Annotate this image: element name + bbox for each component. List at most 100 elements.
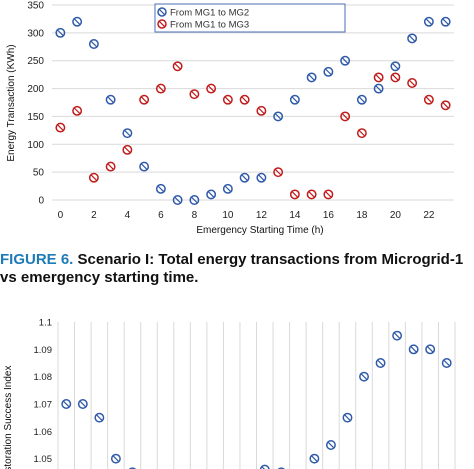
bottom-point [259,464,270,469]
bottom-y-tick-label: 1.1 [39,318,52,329]
top-point-series1 [306,72,317,83]
bottom-y-tick-label: 1.08 [34,372,53,383]
bottom-point [77,399,88,409]
top-point-series2 [105,161,116,172]
top-y-tick-labels: 0 50 100 150 200 250 300 350 [27,1,44,207]
figure-label: FIGURE 6. [0,251,74,268]
top-x-tick-label: 16 [323,210,335,221]
bottom-y-tick-label: 1.05 [34,454,53,465]
top-point-series1 [155,183,166,194]
top-data-points [55,16,451,205]
top-point-series2 [256,105,267,116]
top-point-series2 [72,105,83,116]
bottom-y-tick-label: 1.09 [34,345,53,356]
bottom-point [359,371,369,382]
legend-marker-series1 [157,7,167,17]
top-x-tick-label: 18 [356,210,368,221]
top-point-series1 [289,94,300,105]
top-point-series1 [139,161,150,172]
bottom-point [309,453,320,464]
top-point-series1 [356,94,367,105]
top-y-tick-label: 250 [27,56,44,67]
bottom-point [94,412,105,423]
top-point-series1 [105,94,116,105]
top-x-tick-labels: 0 2 4 6 8 10 12 14 16 18 20 22 [58,210,435,221]
top-point-series1 [373,83,384,94]
top-y-tick-label: 100 [27,140,44,151]
top-x-tick-label: 4 [125,210,131,221]
top-point-series1 [273,111,284,122]
top-point-series1 [256,172,267,183]
top-point-series2 [139,94,150,105]
top-x-tick-label: 6 [158,210,164,221]
top-point-series2 [306,189,317,200]
energy-transaction-chart: 0 50 100 150 200 250 300 350 0 2 4 6 8 10 12 14 16 18 20 2… [6,1,454,236]
top-y-tick-label: 0 [38,196,44,207]
top-point-series2 [88,172,99,183]
top-point-series2 [55,122,66,133]
top-point-series2 [289,189,300,200]
bottom-point [110,453,121,464]
restoration-success-chart: 1.05 1.06 1.07 1.08 1.09 1.1 Restoration Succ… [3,318,456,469]
top-x-tick-label: 14 [289,210,301,221]
top-point-series2 [340,111,351,122]
top-point-series2 [155,83,166,94]
bottom-y-tick-label: 1.06 [34,427,53,438]
bottom-point [425,344,436,355]
top-x-tick-label: 12 [256,210,268,221]
top-x-tick-label: 22 [423,210,435,221]
bottom-data-points [61,330,452,469]
top-y-tick-label: 350 [27,1,44,12]
bottom-point [375,358,386,368]
bottom-point [342,412,353,423]
top-gridlines [52,4,454,201]
bottom-point [61,399,72,409]
top-point-series1 [122,128,133,139]
top-x-tick-label: 2 [91,210,97,221]
top-y-tick-label: 300 [27,28,44,39]
top-x-tick-label: 20 [390,210,402,221]
bottom-gridlines [57,322,456,469]
top-point-series2 [172,61,183,72]
bottom-y-tick-label: 1.07 [34,400,53,411]
top-x-tick-label: 10 [222,210,234,221]
top-point-series2 [273,167,284,178]
top-point-series1 [206,189,217,200]
top-point-series1 [55,27,66,38]
top-point-series2 [206,83,217,94]
top-point-series1 [323,66,334,77]
top-y-tick-label: 200 [27,84,44,95]
top-point-series1 [407,33,418,44]
top-point-series1 [222,183,233,194]
top-x-axis-label: Emergency Starting Time (h) [196,225,323,236]
top-x-tick-label: 8 [192,210,198,221]
figure-caption: FIGURE 6. Scenario I: Total energy trans… [0,251,474,287]
top-point-series2 [373,72,384,83]
top-point-series2 [239,94,250,105]
bottom-point [441,358,452,368]
top-y-axis-label: Energy Transaction (KWh) [6,44,17,161]
top-x-tick-label: 0 [58,210,64,221]
top-point-series2 [222,94,233,105]
top-y-tick-label: 150 [27,112,44,123]
top-point-series1 [72,16,83,27]
top-point-series2 [440,100,451,111]
caption-text: Scenario I: Total energy transactions fr… [0,251,464,286]
top-point-series2 [423,94,434,105]
top-point-series1 [88,39,99,49]
top-point-series2 [407,78,418,88]
top-point-series1 [340,55,351,66]
bottom-point [128,467,137,469]
top-point-series2 [323,189,334,200]
bottom-point [408,344,419,355]
legend-label-series1: From MG1 to MG2 [170,8,249,19]
top-point-series2 [356,128,367,139]
top-point-series1 [423,16,434,27]
top-point-series1 [189,195,200,205]
top-point-series2 [390,72,401,83]
top-point-series1 [440,16,451,27]
bottom-y-tick-labels: 1.05 1.06 1.07 1.08 1.09 1.1 [34,318,53,466]
top-point-series1 [390,61,401,72]
top-point-series1 [172,195,183,205]
